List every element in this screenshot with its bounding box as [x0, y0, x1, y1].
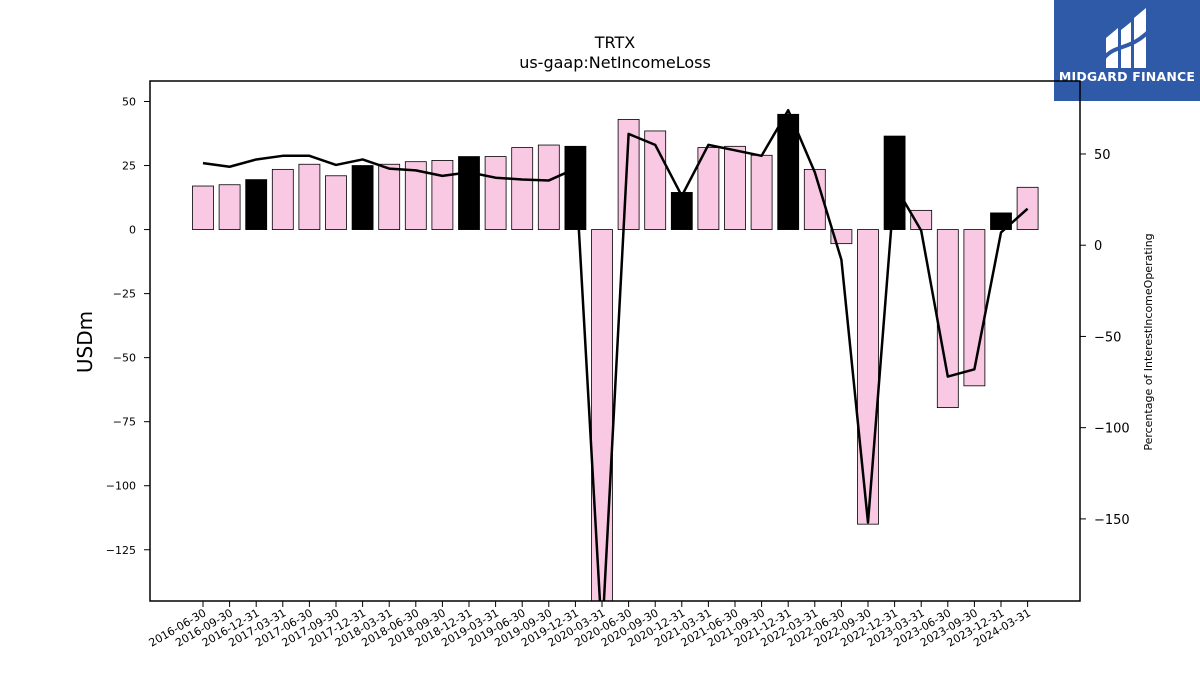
y2-tick-label: 0 [1094, 239, 1102, 254]
brand-logo: MIDGARD FINANCE [1054, 0, 1200, 101]
y-tick-label: −25 [113, 288, 136, 301]
chart-subtitle: us-gaap:NetIncomeLoss [519, 53, 711, 72]
y2-tick-label: −150 [1094, 513, 1130, 528]
series-line [202, 108, 1029, 601]
y-tick-label: −100 [106, 480, 136, 493]
y-tick-label: −50 [113, 352, 136, 365]
bar [670, 192, 693, 230]
bar [617, 119, 640, 230]
bar [458, 156, 480, 230]
logo-text: MIDGARD FINANCE [1058, 69, 1196, 84]
bar [378, 163, 401, 230]
bar [777, 113, 800, 230]
bar [511, 147, 534, 230]
y-tick-label: −75 [113, 416, 136, 429]
y2-tick-label: −50 [1094, 330, 1121, 345]
y-tick-label: 50 [122, 95, 136, 108]
bar [1016, 186, 1039, 230]
y2-tick-label: −100 [1094, 422, 1130, 437]
bar-series [192, 113, 1039, 601]
bar [883, 135, 906, 230]
bar [724, 145, 746, 230]
bar [537, 144, 560, 230]
y-tick-label: 25 [122, 160, 136, 173]
bar [591, 229, 613, 601]
chart-title: TRTX [594, 33, 636, 52]
bar [936, 229, 959, 409]
bar [857, 229, 879, 525]
bar [431, 160, 454, 230]
bar [298, 163, 321, 230]
y-tick-label: 0 [129, 224, 136, 237]
plot-frame [149, 80, 1081, 602]
bar [990, 212, 1012, 230]
midgard-logo-icon [1102, 8, 1150, 68]
bar [963, 229, 986, 387]
y-tick-label: −125 [106, 544, 136, 557]
y2-tick-label: 50 [1094, 148, 1111, 163]
y-axis-label: USDm [73, 311, 97, 373]
bar [325, 175, 347, 230]
bar [351, 165, 374, 230]
bar [750, 154, 773, 230]
bar [192, 185, 214, 230]
line-series [202, 108, 1029, 601]
bar [484, 156, 507, 230]
bar [404, 161, 427, 230]
y2-axis-label: Percentage of InterestIncomeOperating [1142, 233, 1155, 450]
bar [697, 147, 720, 230]
plot-area: 50250−25−50−75−100−125500−50−100−1502016… [106, 80, 1130, 650]
bar [271, 168, 294, 230]
bar [245, 179, 268, 230]
bar [218, 184, 241, 230]
